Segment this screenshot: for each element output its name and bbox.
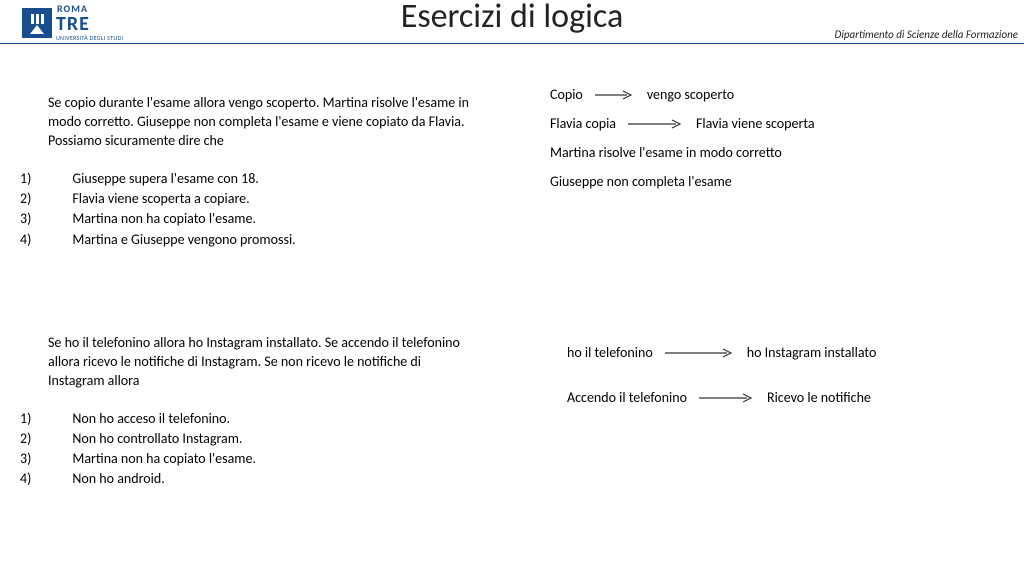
slide-page: ROMA TRE UNIVERSITÀ DEGLI STUDI Esercizi… [0, 0, 1024, 576]
arrow-icon [699, 393, 755, 403]
answer-item: 3) Martina non ha copiato l'esame. [48, 449, 478, 469]
problem-1-text: Se copio durante l'esame allora vengo sc… [48, 94, 478, 151]
derivation-row: Copio vengo scoperto [550, 86, 1010, 103]
problem-2-answers: 1) Non ho acceso il telefonino. 2) Non h… [48, 409, 478, 490]
derivation-right: vengo scoperto [647, 86, 734, 103]
derivation-right: Flavia viene scoperta [696, 115, 815, 132]
slide-body: Se copio durante l'esame allora vengo sc… [0, 44, 1024, 576]
problem-1-answers: 1) Giuseppe supera l'esame con 18. 2) Fl… [48, 169, 478, 250]
derivation-row: ho il telefonino ho Instagram installato [567, 344, 1007, 361]
answer-item: 2) Flavia viene scoperta a copiare. [48, 189, 478, 209]
answer-item: 4) Martina e Giuseppe vengono promossi. [48, 230, 478, 250]
derivation-row: Flavia copia Flavia viene scoperta [550, 115, 1010, 132]
answer-item: 3) Martina non ha copiato l'esame. [48, 209, 478, 229]
arrow-icon [628, 119, 684, 129]
derivations-block-1: Copio vengo scoperto Flavia copia Flavia… [550, 86, 1010, 202]
answer-item: 4) Non ho android. [48, 469, 478, 489]
problem-2-text: Se ho il telefonino allora ho Instagram … [48, 334, 478, 391]
department-label: Dipartimento di Scienze della Formazione [835, 28, 1018, 41]
derivation-row: Giuseppe non completa l'esame [550, 173, 1010, 190]
arrow-icon [665, 348, 735, 358]
derivation-left: Flavia copia [550, 115, 616, 132]
slide-header: ROMA TRE UNIVERSITÀ DEGLI STUDI Esercizi… [0, 0, 1024, 44]
derivation-row: Martina risolve l'esame in modo corretto [550, 144, 1010, 161]
derivations-block-2: ho il telefonino ho Instagram installato… [567, 344, 1007, 434]
derivation-left: Accendo il telefonino [567, 389, 687, 406]
problem-2: Se ho il telefonino allora ho Instagram … [48, 334, 478, 490]
answer-item: 2) Non ho controllato Instagram. [48, 429, 478, 449]
answer-item: 1) Giuseppe supera l'esame con 18. [48, 169, 478, 189]
derivation-right: ho Instagram installato [747, 344, 877, 361]
problems-column: Se copio durante l'esame allora vengo sc… [48, 94, 478, 574]
arrow-icon [595, 90, 635, 100]
derivation-left: Copio [550, 86, 583, 103]
derivation-left: ho il telefonino [567, 344, 653, 361]
derivation-right: Ricevo le notifiche [767, 389, 871, 406]
answer-item: 1) Non ho acceso il telefonino. [48, 409, 478, 429]
derivation-row: Accendo il telefonino Ricevo le notifich… [567, 389, 1007, 406]
problem-1: Se copio durante l'esame allora vengo sc… [48, 94, 478, 250]
